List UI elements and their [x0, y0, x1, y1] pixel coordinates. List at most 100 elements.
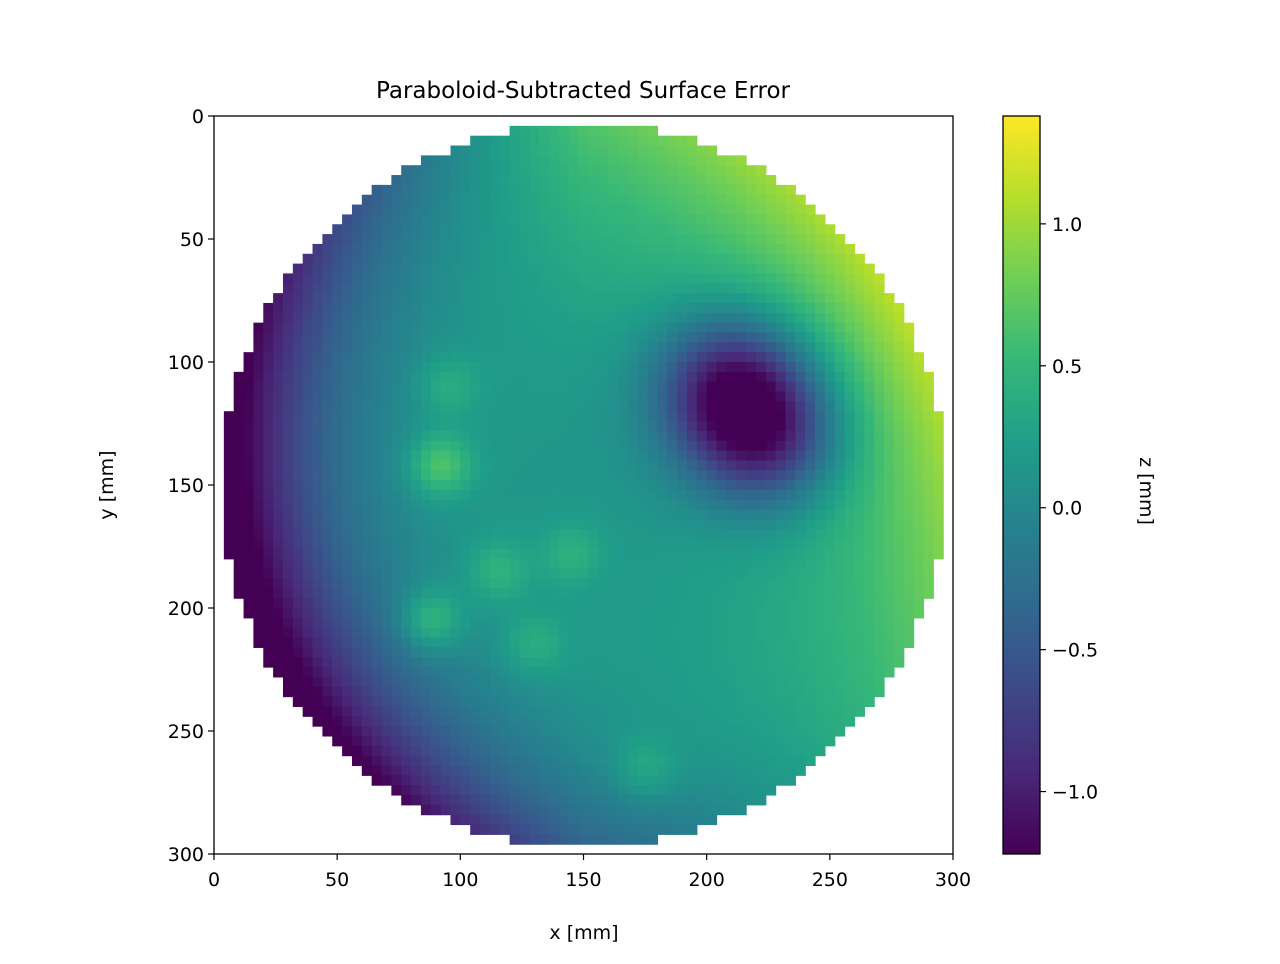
heatmap-cell — [509, 421, 521, 432]
heatmap-cell — [657, 312, 668, 324]
heatmap-cell — [755, 312, 767, 324]
heatmap-cell — [361, 283, 373, 294]
heatmap-cell — [411, 243, 422, 255]
heatmap-cell — [371, 608, 383, 619]
colorbar — [1002, 115, 1041, 855]
heatmap-cell — [637, 598, 649, 609]
heatmap-cell — [332, 243, 343, 255]
heatmap-cell — [302, 529, 314, 540]
heatmap-cell — [795, 637, 806, 648]
heatmap-cell — [913, 470, 925, 481]
heatmap-cell — [637, 194, 649, 206]
heatmap-cell — [401, 470, 412, 481]
heatmap-cell — [430, 539, 442, 550]
heatmap-cell — [667, 480, 678, 491]
heatmap-cell — [568, 627, 580, 639]
heatmap-cell — [529, 676, 540, 688]
heatmap-cell — [785, 755, 796, 767]
heatmap-cell — [647, 263, 658, 275]
heatmap-cell — [342, 637, 353, 648]
heatmap-cell — [824, 470, 836, 481]
heatmap-cell — [893, 657, 905, 668]
heatmap-cell — [549, 617, 560, 629]
heatmap-cell — [657, 804, 668, 816]
heatmap-cell — [430, 706, 442, 717]
heatmap-cell — [686, 145, 698, 156]
heatmap-cell — [667, 401, 678, 412]
heatmap-cell — [509, 204, 521, 215]
heatmap-cell — [647, 558, 658, 570]
heatmap-cell — [361, 480, 373, 491]
heatmap-cell — [686, 676, 698, 688]
heatmap-cell — [795, 489, 806, 501]
heatmap-cell — [815, 676, 826, 688]
heatmap-cell — [608, 293, 619, 304]
heatmap-cell — [874, 598, 885, 609]
x-tick-label: 300 — [935, 869, 971, 891]
heatmap-cell — [499, 381, 511, 393]
heatmap-cell — [539, 647, 550, 658]
heatmap-cell — [371, 647, 383, 658]
heatmap-cell — [420, 480, 432, 491]
heatmap-cell — [420, 450, 432, 461]
heatmap-cell — [755, 283, 767, 294]
heatmap-cell — [450, 735, 461, 747]
heatmap-cell — [361, 194, 373, 206]
heatmap-cell — [539, 814, 550, 826]
heatmap-cell — [667, 411, 678, 422]
heatmap-cell — [805, 509, 816, 521]
heatmap-cell — [627, 175, 639, 186]
heatmap-cell — [677, 135, 688, 147]
heatmap-cell — [233, 450, 245, 461]
heatmap-cell — [637, 411, 649, 422]
heatmap-cell — [667, 371, 678, 383]
heatmap-cell — [558, 165, 570, 176]
heatmap-cell — [253, 588, 264, 599]
heatmap-cell — [539, 480, 550, 491]
heatmap-cell — [617, 371, 629, 383]
heatmap-cell — [677, 489, 688, 501]
heatmap-cell — [558, 568, 570, 580]
heatmap-cell — [785, 588, 796, 599]
heatmap-cell — [282, 362, 294, 373]
heatmap-cell — [489, 578, 501, 589]
heatmap-cell — [480, 263, 491, 275]
heatmap-cell — [371, 293, 383, 304]
heatmap-cell — [243, 539, 255, 550]
heatmap-cell — [608, 765, 619, 776]
heatmap-cell — [647, 480, 658, 491]
heatmap-cell — [450, 647, 461, 658]
heatmap-cell — [302, 489, 314, 501]
heatmap-cell — [440, 214, 452, 225]
heatmap-cell — [617, 588, 629, 599]
heatmap-cell — [450, 519, 461, 530]
heatmap-cell — [480, 302, 491, 314]
heatmap-cell — [657, 243, 668, 255]
heatmap-cell — [371, 716, 383, 727]
heatmap-cell — [401, 302, 412, 314]
heatmap-cell — [529, 430, 540, 442]
heatmap-cell — [746, 234, 757, 245]
heatmap-cell — [805, 716, 816, 727]
heatmap-cell — [312, 312, 323, 324]
heatmap-cell — [381, 755, 392, 767]
heatmap-cell — [351, 568, 363, 580]
heatmap-cell — [647, 726, 658, 737]
heatmap-cell — [657, 263, 668, 275]
heatmap-cell — [588, 125, 599, 137]
heatmap-cell — [755, 381, 767, 393]
heatmap-cell — [854, 627, 865, 639]
heatmap-cell — [864, 667, 875, 678]
heatmap-cell — [588, 627, 599, 639]
heatmap-cell — [726, 234, 737, 245]
heatmap-cell — [716, 716, 727, 727]
heatmap-cell — [893, 312, 905, 324]
heatmap-cell — [549, 804, 560, 816]
heatmap-cell — [746, 165, 757, 176]
heatmap-cell — [243, 381, 255, 393]
heatmap-cell — [322, 391, 333, 402]
heatmap-cell — [381, 401, 392, 412]
heatmap-cell — [499, 647, 511, 658]
heatmap-cell — [489, 352, 501, 363]
heatmap-cell — [736, 312, 747, 324]
